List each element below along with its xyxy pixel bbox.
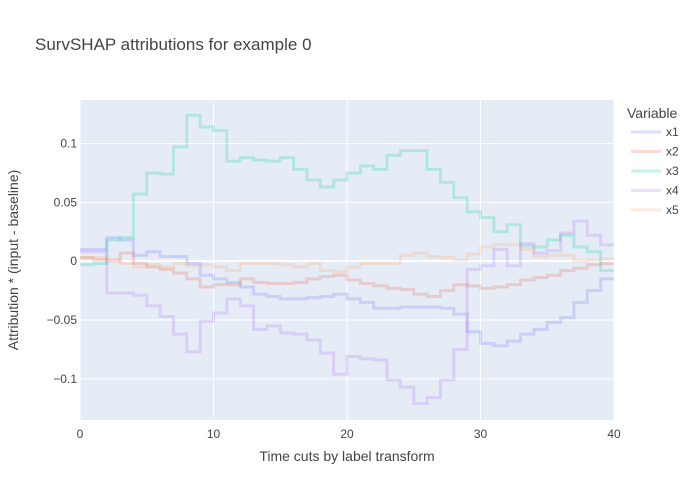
legend-label-x3[interactable]: x3 xyxy=(666,164,679,178)
chart-title: SurvSHAP attributions for example 0 xyxy=(35,35,312,54)
series-line-x5[interactable] xyxy=(80,243,614,274)
series-layer xyxy=(80,113,614,406)
y-tick-label: −0.05 xyxy=(47,313,78,327)
legend-label-x2[interactable]: x2 xyxy=(666,145,679,159)
y-tick-label: 0.05 xyxy=(54,195,78,209)
y-tick-label: −0.1 xyxy=(53,372,77,386)
legend-label-x4[interactable]: x4 xyxy=(666,184,679,198)
x-axis-ticks: 0 10 20 30 40 xyxy=(77,427,621,441)
series-line-x2[interactable] xyxy=(80,251,614,298)
y-axis-title: Attribution * (input - baseline) xyxy=(5,170,21,351)
x-tick-label: 20 xyxy=(340,427,354,441)
y-tick-label: 0 xyxy=(70,254,77,268)
x-tick-label: 30 xyxy=(474,427,488,441)
x-tick-label: 40 xyxy=(607,427,621,441)
legend: Variable x1 x2 x3 x4 x5 xyxy=(627,105,679,217)
series-line-x1[interactable] xyxy=(80,236,614,348)
y-axis-ticks: −0.1 −0.05 0 0.05 0.1 xyxy=(47,137,78,386)
series-line-x4[interactable] xyxy=(80,219,614,406)
x-tick-label: 0 xyxy=(77,427,84,441)
series-line-x3[interactable] xyxy=(80,113,614,273)
legend-label-x5[interactable]: x5 xyxy=(666,203,679,217)
gridlines xyxy=(79,100,615,420)
x-axis-title: Time cuts by label transform xyxy=(259,448,434,464)
y-tick-label: 0.1 xyxy=(60,137,77,151)
legend-label-x1[interactable]: x1 xyxy=(666,125,679,139)
legend-title: Variable xyxy=(627,105,678,121)
x-tick-label: 10 xyxy=(207,427,221,441)
